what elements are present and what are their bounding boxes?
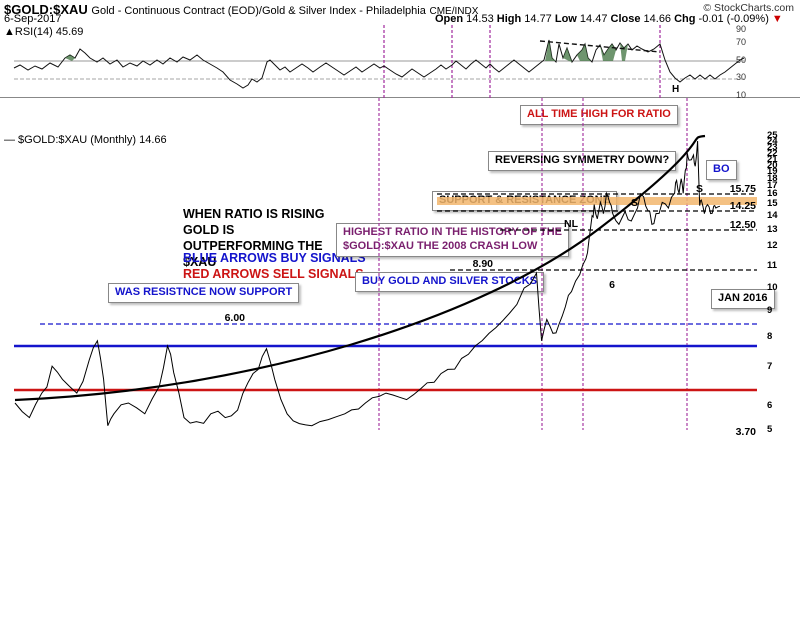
svg-text:14: 14 [767,210,778,221]
svg-text:9: 9 [767,305,772,316]
svg-text:13: 13 [767,224,778,235]
svg-text:15.75: 15.75 [730,183,756,195]
svg-text:12.50: 12.50 [730,219,756,231]
svg-text:8.90: 8.90 [473,258,494,270]
svg-text:15: 15 [767,198,778,209]
svg-text:11: 11 [767,260,778,271]
svg-text:6.00: 6.00 [225,312,246,324]
svg-text:NL: NL [564,218,579,230]
svg-text:14.25: 14.25 [730,200,756,212]
svg-text:6: 6 [609,279,615,291]
svg-text:8: 8 [767,331,772,342]
svg-text:H: H [672,84,679,95]
svg-text:10: 10 [767,282,778,293]
svg-text:7: 7 [767,361,772,372]
svg-text:6: 6 [767,400,772,411]
svg-text:12: 12 [767,240,778,251]
